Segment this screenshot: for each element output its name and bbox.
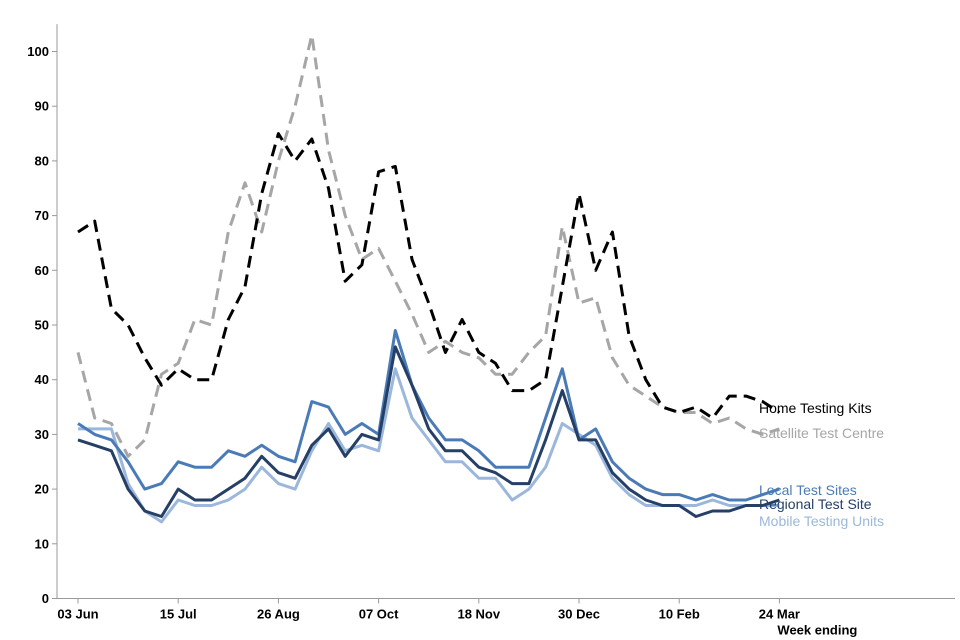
y-tick-label: 0	[42, 591, 49, 606]
x-tick-label: 03 Jun	[57, 607, 98, 622]
y-tick-label: 50	[35, 318, 49, 333]
axes: 0 10 20 30 40 50 60 70 80 90 100 03 Jun 15 Jul 26 Aug…	[27, 24, 955, 622]
x-axis-label: Week ending	[777, 623, 857, 638]
legend-label-local-test-sites: Local Test Sites	[759, 482, 857, 498]
y-tick-label: 70	[35, 208, 49, 223]
x-tick-label: 18 Nov	[457, 607, 500, 622]
y-tick-label: 60	[35, 263, 49, 278]
y-tick-label: 10	[35, 536, 49, 551]
x-tick-label: 15 Jul	[160, 607, 197, 622]
series-group	[76, 33, 781, 524]
y-tick-label: 20	[35, 482, 49, 497]
y-tick-label: 90	[35, 99, 49, 114]
y-tick-label: 80	[35, 153, 49, 168]
legend-label-regional-test-site: Regional Test Site	[759, 496, 872, 512]
series-line-home-testing-kits	[77, 132, 781, 420]
y-tick-label: 100	[27, 44, 49, 59]
legend-label-home-testing-kits: Home Testing Kits	[759, 400, 872, 416]
series-line-mobile-testing-units	[78, 367, 780, 524]
x-tick-label: 24 Mar	[759, 607, 800, 622]
legend: Home Testing Kits Satellite Test Centre Lo…	[759, 400, 884, 529]
x-tick-label: 30 Dec	[558, 607, 600, 622]
y-tick-label: 40	[35, 372, 49, 387]
x-tick-label: 26 Aug	[257, 607, 300, 622]
legend-label-satellite-test-centre: Satellite Test Centre	[759, 425, 884, 441]
series-line-local-test-sites	[77, 329, 780, 502]
series-line-satellite-test-centre	[76, 33, 780, 458]
x-tick-label: 10 Feb	[659, 607, 700, 622]
y-tick-label: 30	[35, 427, 49, 442]
x-tick-label: 07 Oct	[359, 607, 399, 622]
legend-label-mobile-testing-units: Mobile Testing Units	[759, 513, 884, 529]
series-line-regional-test-site	[77, 345, 780, 518]
